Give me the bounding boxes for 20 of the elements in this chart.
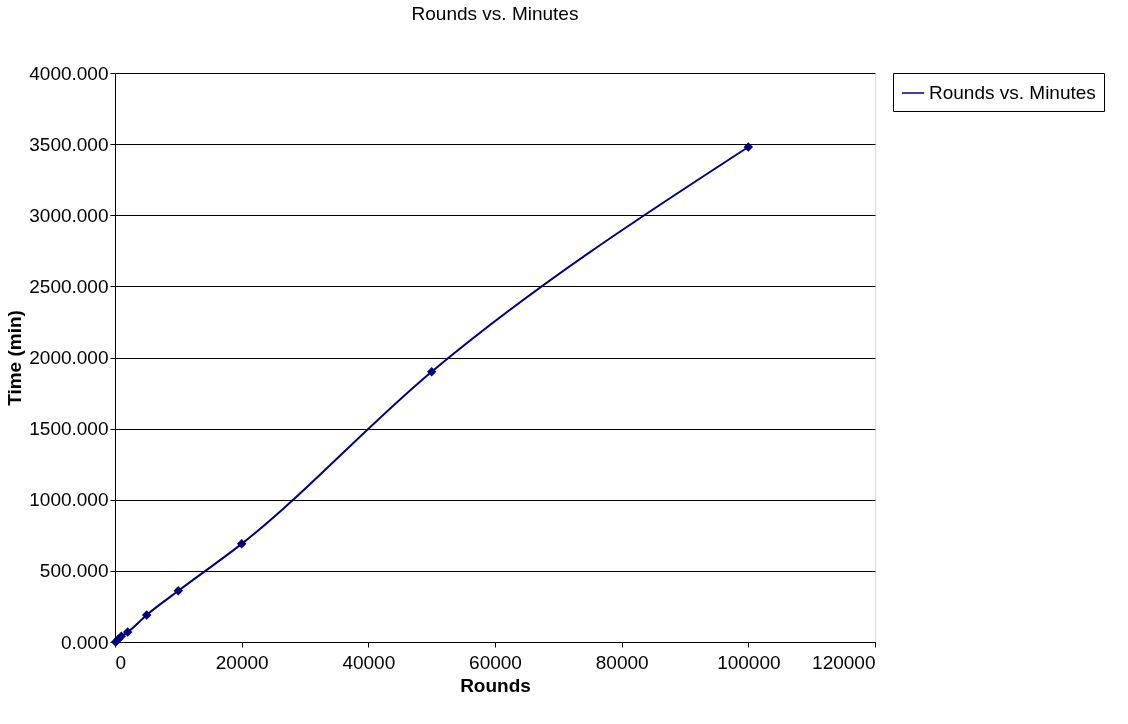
x-tick-label: 0 <box>115 651 127 673</box>
y-axis-title: Time (min) <box>4 310 26 406</box>
x-tick-label: 40000 <box>342 651 396 673</box>
x-tick-label: 60000 <box>469 651 522 673</box>
y-tick-label: 1000.000 <box>29 489 109 511</box>
y-tick-label: 1500.000 <box>29 418 109 440</box>
y-tick-label: 0.000 <box>60 631 109 653</box>
x-tick-label: 20000 <box>215 651 269 673</box>
x-tick-label: 120000 <box>812 651 876 673</box>
y-tick-label: 2000.000 <box>29 347 109 368</box>
y-tick-label: 2500.000 <box>29 275 109 297</box>
chart-title: Rounds vs. Minutes <box>411 3 579 24</box>
x-axis-title: Rounds <box>460 674 531 696</box>
x-tick-label: 100000 <box>717 651 781 673</box>
y-tick-label: 3000.000 <box>29 204 109 226</box>
legend-label: Rounds vs. Minutes <box>929 82 1096 103</box>
y-tick-label: 4000.000 <box>29 62 109 84</box>
y-tick-label: 3500.000 <box>29 133 109 155</box>
x-tick-label: 80000 <box>595 651 649 673</box>
y-tick-label: 500.000 <box>39 560 109 582</box>
